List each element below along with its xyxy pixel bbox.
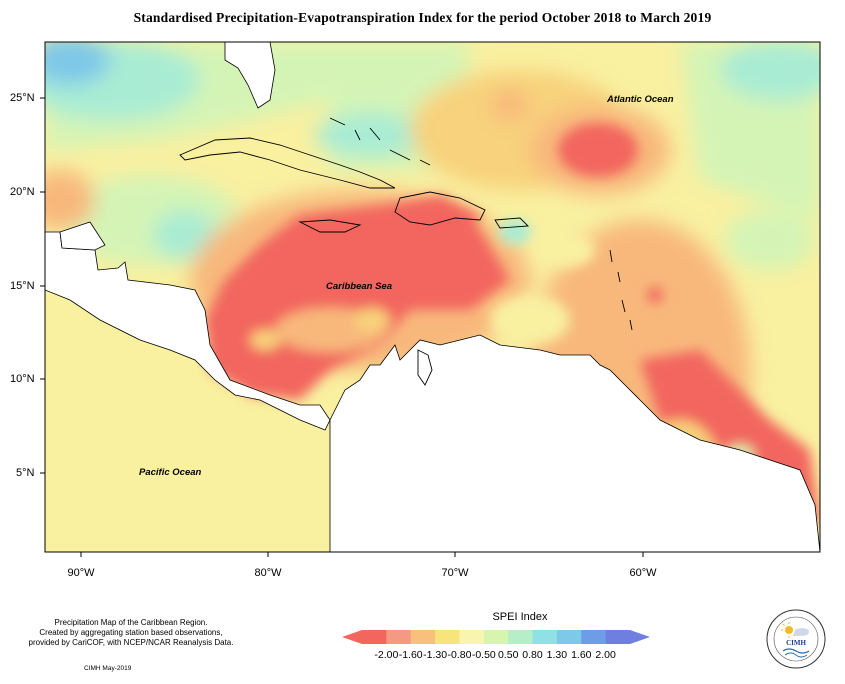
legend-tick-label: 0.80 <box>522 649 543 661</box>
legend-swatch <box>483 630 509 644</box>
legend-tick-label: 1.30 <box>546 649 568 661</box>
cimh-logo: CIMH <box>766 609 826 669</box>
legend-colorbar <box>342 630 650 644</box>
legend-swatch <box>581 630 607 644</box>
lat-label-5n: 5°N <box>16 467 35 479</box>
lat-label-20n: 20°N <box>10 186 35 198</box>
legend-swatch <box>410 630 436 644</box>
legend-tick-label: -0.50 <box>471 649 496 661</box>
label-caribbean-sea: Caribbean Sea <box>326 281 392 292</box>
legend-tick-label: 0.50 <box>497 649 519 661</box>
lon-label-80w: 80°W <box>254 567 282 579</box>
map-title: Standardised Precipitation-Evapotranspir… <box>133 10 712 25</box>
legend-swatch <box>532 630 558 644</box>
legend-swatch <box>605 630 631 644</box>
legend-tick-label: -2.00 <box>374 649 399 661</box>
lon-label-60w: 60°W <box>629 567 657 579</box>
credits-line-1: Precipitation Map of the Caribbean Regio… <box>54 618 208 627</box>
axis-ticks <box>40 97 644 557</box>
legend-arrow-left <box>342 630 362 644</box>
legend-arrow-right <box>630 630 650 644</box>
legend-swatch <box>508 630 534 644</box>
lat-label-25n: 25°N <box>10 92 35 104</box>
legend-swatch <box>459 630 485 644</box>
lon-label-90w: 90°W <box>67 567 95 579</box>
legend-swatch <box>362 630 387 644</box>
legend-title: SPEI Index <box>492 611 548 623</box>
legend-swatch <box>556 630 582 644</box>
legend-tick-label: -0.80 <box>447 649 472 661</box>
lat-label-15n: 15°N <box>10 280 35 292</box>
legend-swatch <box>386 630 412 644</box>
label-pacific-ocean: Pacific Ocean <box>139 467 202 478</box>
legend-tick-label: -1.60 <box>398 649 423 661</box>
logo-text: CIMH <box>786 639 806 647</box>
cloud-icon <box>794 628 809 636</box>
spei-field <box>45 42 820 552</box>
landmass <box>45 42 820 552</box>
sun-icon <box>781 622 797 638</box>
map-frame <box>44 41 821 553</box>
lat-label-10n: 10°N <box>10 373 35 385</box>
credits-line-3: provided by CariCOF, with NCEP/NCAR Rean… <box>28 638 234 647</box>
date-stamp: CIMH May-2019 <box>84 665 132 672</box>
map-credits: Precipitation Map of the Caribbean Regio… <box>22 618 240 648</box>
lon-label-70w: 70°W <box>441 567 469 579</box>
label-atlantic-ocean: Atlantic Ocean <box>607 94 674 105</box>
legend-tick-label: 2.00 <box>595 649 616 661</box>
legend-swatch <box>435 630 460 644</box>
legend-tick-label: -1.30 <box>423 649 448 661</box>
credits-line-2: Created by aggregating station based obs… <box>39 628 223 637</box>
legend-tick-label: 1.60 <box>571 649 592 661</box>
islands <box>179 117 633 386</box>
wave-icon <box>782 648 810 658</box>
